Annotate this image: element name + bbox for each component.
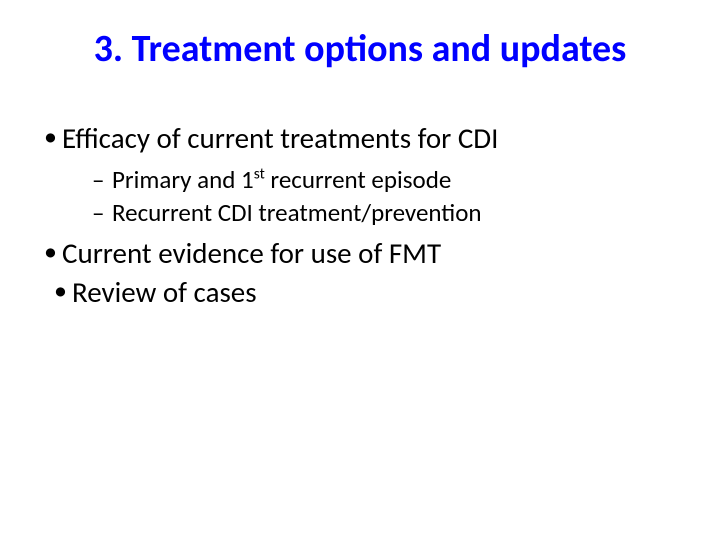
bullet-l1-text: Efficacy of current treatments for CDI bbox=[62, 120, 498, 156]
bullet-l1-item: Review of cases bbox=[54, 274, 684, 311]
slide-title: 3. Treatment options and updates bbox=[36, 28, 684, 72]
bullet-l1-text: Current evidence for use of FMT bbox=[62, 235, 441, 271]
bullet-l1-item: Efficacy of current treatments for CDI P… bbox=[44, 120, 684, 229]
bullet-l2-text-post: recurrent episode bbox=[265, 164, 452, 195]
bullet-l1-item: Current evidence for use of FMT bbox=[44, 235, 684, 272]
bullet-l2-item: Primary and 1st recurrent episode bbox=[92, 163, 684, 196]
bullet-l1-text: Review of cases bbox=[72, 274, 257, 310]
bullet-l2-sup: st bbox=[254, 164, 265, 183]
bullet-l2-text: Recurrent CDI treatment/prevention bbox=[112, 197, 482, 228]
bullet-l2-item: Recurrent CDI treatment/prevention bbox=[92, 196, 684, 229]
bullet-list-level2: Primary and 1st recurrent episode Recurr… bbox=[62, 163, 684, 229]
bullet-list-level1: Efficacy of current treatments for CDI P… bbox=[36, 120, 684, 311]
bullet-l2-text-pre: Primary and 1 bbox=[112, 164, 254, 195]
